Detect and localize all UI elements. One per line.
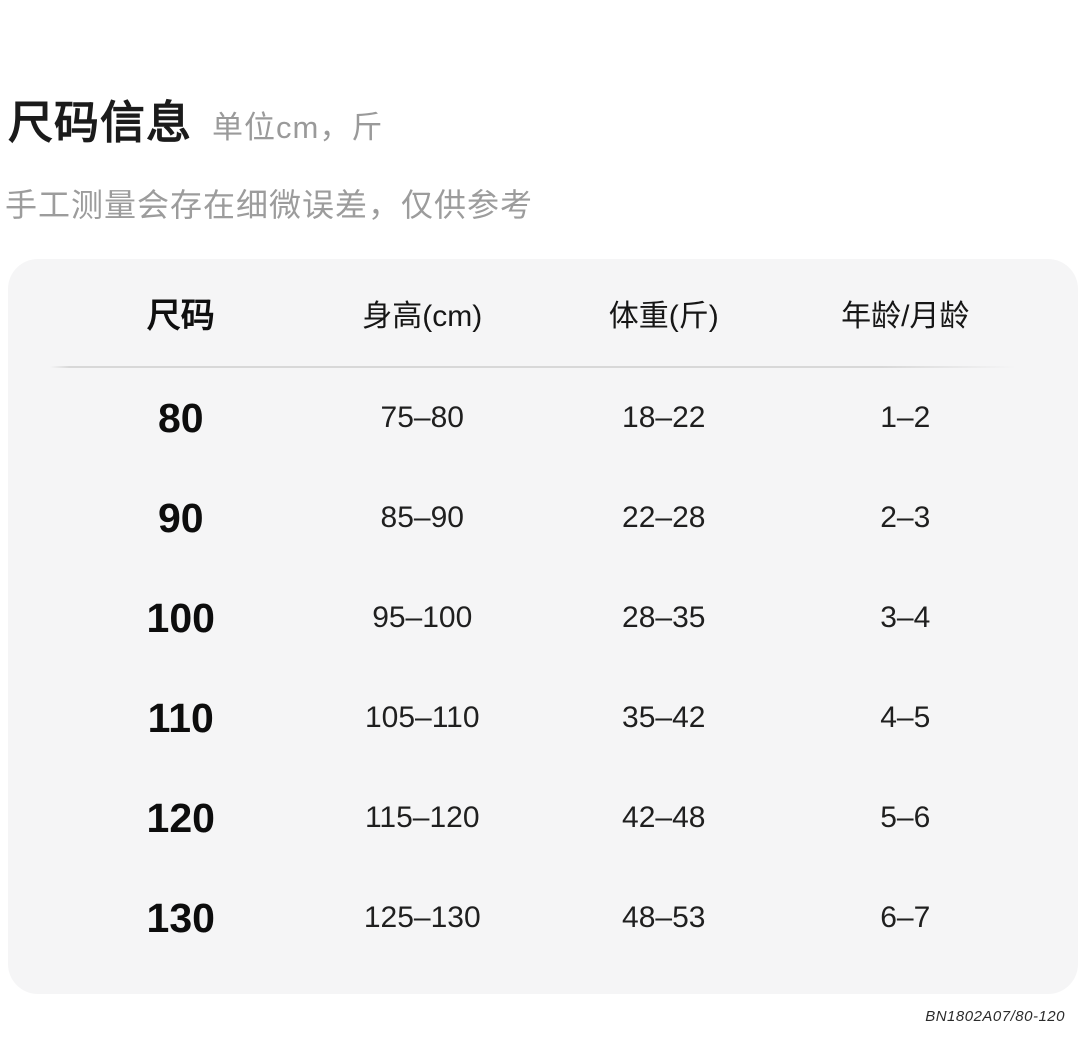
cell-weight: 18–22 [622,401,706,434]
header-divider [50,366,1016,368]
table-row: 130 125–130 48–53 6–7 [60,868,1026,968]
cell-size: 90 [157,494,204,541]
cell-age: 1–2 [880,401,931,434]
cell-height: 75–80 [380,401,464,434]
cell-weight: 22–28 [622,501,706,534]
cell-height: 125–130 [363,901,481,934]
cell-age: 3–4 [880,601,931,634]
table-row: 100 95–100 28–35 3–4 [60,568,1026,668]
column-header-weight: 体重(斤) [608,299,719,333]
cell-height: 115–120 [364,801,480,834]
cell-size: 100 [146,594,215,641]
cell-height: 95–100 [372,601,473,634]
cell-age: 6–7 [880,901,931,934]
cell-age: 2–3 [880,501,931,534]
cell-size: 130 [146,894,215,941]
measurement-disclaimer: 手工测量会存在细微误差，仅供参考 [5,187,534,223]
cell-size: 80 [157,394,204,441]
cell-weight: 48–53 [622,901,706,934]
cell-height: 105–110 [364,701,480,734]
cell-height: 85–90 [380,501,464,534]
unit-note: 单位cm，斤 [212,110,384,145]
size-info-header: 尺码信息 单位cm，斤 手工测量会存在细微误差，仅供参考 [0,0,1086,226]
table-row: 90 85–90 22–28 2–3 [60,468,1026,568]
title-row: 尺码信息 单位cm，斤 [8,96,1086,150]
cell-age: 5–6 [880,801,931,834]
cell-weight: 42–48 [622,801,706,834]
table-row: 80 75–80 18–22 1–2 [60,368,1026,468]
table-row: 110 105–110 35–42 4–5 [60,668,1026,768]
cell-size: 110 [147,694,214,741]
size-chart-header-row: 尺码 身高(cm) 体重(斤) 年龄/月龄 [60,259,1026,366]
cell-weight: 28–35 [622,601,706,634]
column-header-age: 年龄/月龄 [841,299,970,333]
column-header-size: 尺码 [146,297,215,335]
cell-weight: 35–42 [622,701,706,734]
size-chart-card: 尺码 身高(cm) 体重(斤) 年龄/月龄 80 75–80 18–22 1–2… [8,259,1078,994]
style-number-footnote: BN1802A07/80-120 [925,1008,1065,1025]
table-row: 120 115–120 42–48 5–6 [60,768,1026,868]
column-header-height: 身高(cm) [362,299,483,333]
cell-size: 120 [146,794,215,841]
cell-age: 4–5 [880,701,931,734]
page-title: 尺码信息 [8,97,193,148]
